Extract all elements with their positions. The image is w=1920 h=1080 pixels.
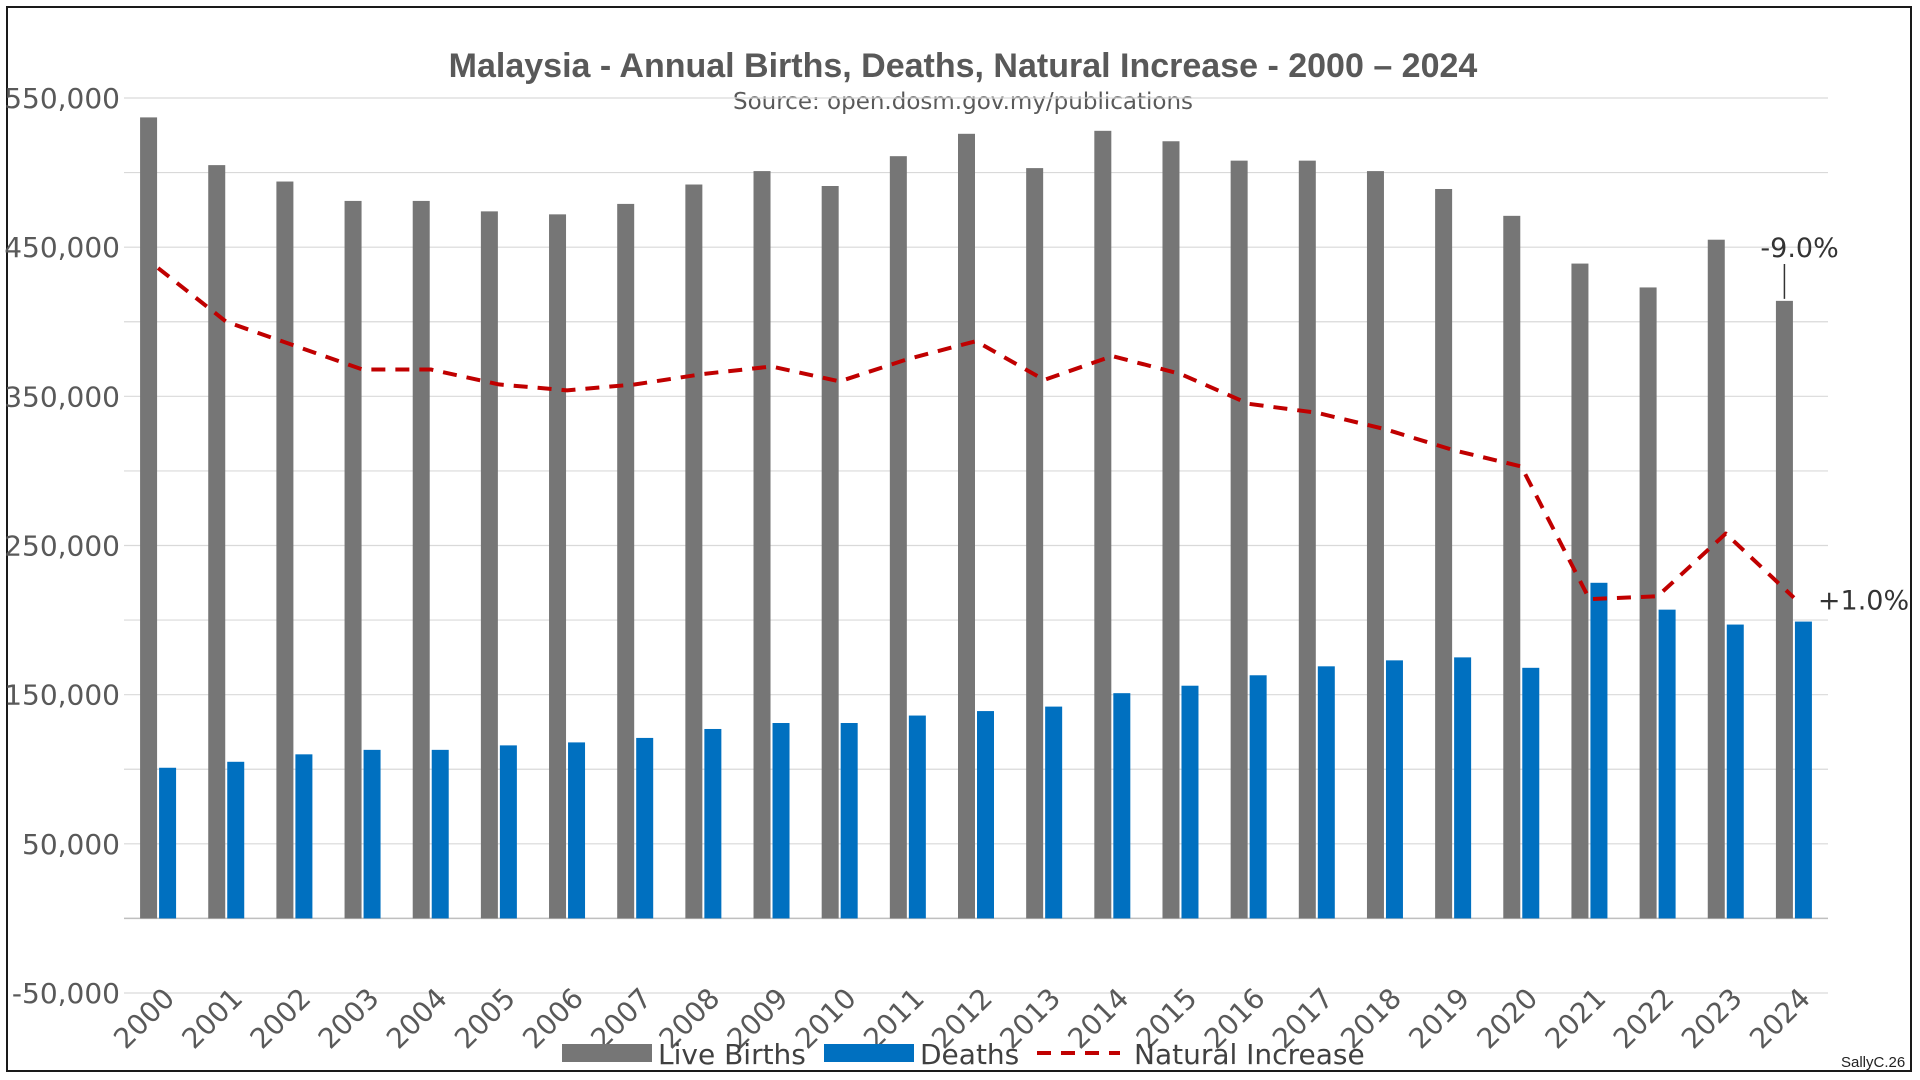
y-tick-label: 450,000 [4, 231, 120, 264]
bar-live-births [821, 186, 839, 919]
bar-live-births [1775, 300, 1793, 919]
y-tick-label: -50,000 [12, 977, 120, 1010]
bar-live-births [958, 133, 975, 919]
bar-live-births [480, 211, 498, 919]
bar-deaths [908, 715, 926, 919]
bar-deaths [1454, 657, 1472, 919]
legend-label-live-births: Live Births [658, 1038, 806, 1071]
bar-live-births [276, 181, 294, 919]
bar-live-births [1026, 168, 1044, 919]
bar-deaths [1385, 660, 1403, 919]
legend-label-deaths: Deaths [920, 1038, 1019, 1071]
bar-deaths [499, 745, 517, 919]
bar-deaths [1522, 667, 1540, 919]
bar-deaths [636, 737, 654, 919]
credit-text: SallyC.26 [1841, 1054, 1905, 1071]
bar-live-births [1639, 287, 1657, 919]
bar-deaths [227, 761, 245, 919]
y-tick-label: 250,000 [4, 530, 120, 563]
bar-deaths [772, 723, 790, 919]
legend: Live Births Deaths Natural Increase [562, 1038, 1365, 1071]
bar-deaths [1181, 685, 1199, 919]
bar-deaths [1317, 666, 1335, 919]
bar-deaths [1726, 624, 1744, 919]
bar-live-births [1094, 130, 1112, 919]
bar-live-births [208, 165, 226, 919]
annotations: -9.0% +1.0% [1760, 233, 1909, 617]
gridlines [124, 97, 1828, 994]
y-tick-label: 150,000 [4, 679, 120, 712]
natural-increase-line-group [156, 266, 1796, 602]
bar-live-births [344, 200, 362, 919]
bar-deaths [1249, 675, 1267, 919]
bar-live-births [1230, 160, 1248, 919]
bar-deaths [840, 723, 858, 919]
bar-deaths [1113, 693, 1131, 919]
y-tick-label: 350,000 [4, 380, 120, 413]
bar-deaths [1590, 582, 1608, 919]
legend-label-natural-increase: Natural Increase [1134, 1038, 1365, 1071]
bar-live-births [140, 117, 158, 919]
bar-deaths [568, 742, 586, 919]
y-axis-ticks: -50,000 50,000 150,000 250,000 350,000 450,00… [4, 82, 120, 1010]
bar-live-births [549, 214, 567, 919]
y-tick-label: 550,000 [4, 82, 120, 115]
bar-live-births [1435, 188, 1453, 919]
bar-live-births [1503, 215, 1521, 919]
bar-live-births [1571, 263, 1589, 919]
bar-deaths [977, 711, 994, 919]
y-tick-label: 50,000 [22, 828, 120, 861]
bar-deaths [1045, 706, 1063, 919]
bar-live-births [1162, 141, 1180, 919]
bar-deaths [1794, 621, 1812, 919]
bar-live-births [1298, 160, 1316, 919]
bar-live-births [685, 184, 703, 919]
bar-live-births [617, 203, 635, 919]
chart-title: Malaysia - Annual Births, Deaths, Natura… [449, 47, 1478, 85]
legend-swatch-deaths [824, 1044, 914, 1062]
bar-live-births [1366, 171, 1384, 919]
bar-live-births [753, 171, 771, 919]
natural-increase-line [156, 266, 1796, 602]
bar-deaths [159, 767, 177, 919]
bar-deaths [295, 754, 313, 919]
bar-deaths [363, 749, 381, 919]
bar-live-births [889, 156, 907, 919]
legend-swatch-live-births [562, 1044, 652, 1062]
bar-deaths [431, 749, 449, 919]
annotation-deaths-change: +1.0% [1818, 586, 1909, 617]
chart-subtitle: Source: open.dosm.gov.my/publications [733, 89, 1193, 115]
bar-deaths [1658, 609, 1676, 919]
annotation-births-change: -9.0% [1760, 233, 1838, 264]
bar-deaths [704, 728, 722, 919]
bars [140, 117, 1812, 919]
bar-live-births [1707, 239, 1725, 919]
bar-live-births [412, 200, 430, 919]
